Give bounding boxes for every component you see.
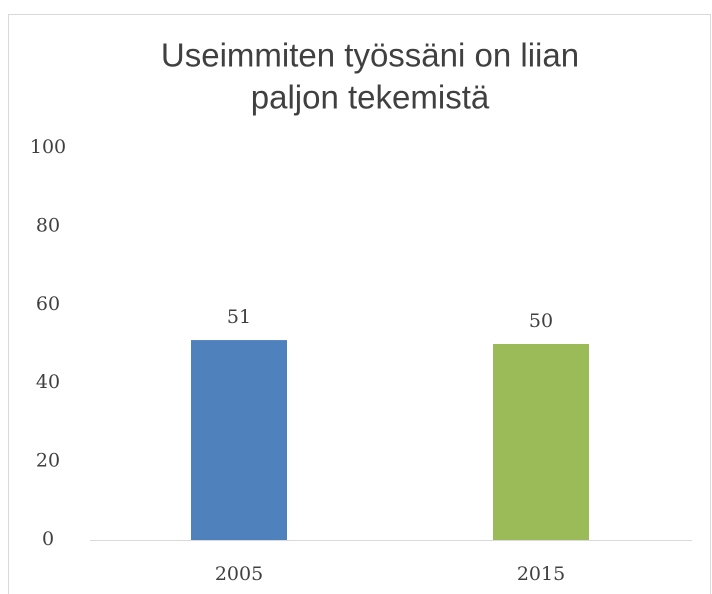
y-tick-label: 0 [42,528,54,550]
y-tick-label: 60 [36,293,60,315]
x-tick-label: 2005 [215,563,263,585]
chart-title: paljon tekemistä [251,79,490,116]
y-tick-label: 100 [30,136,66,158]
y-tick-label: 20 [36,450,60,472]
x-tick-label: 2015 [517,563,565,585]
bar [493,344,589,540]
chart-title: Useimmiten työssäni on liian [161,37,579,74]
data-label: 50 [529,310,553,332]
y-tick-label: 80 [36,214,60,236]
y-tick-label: 40 [36,371,60,393]
bar [191,340,287,540]
chart-frame [8,14,711,594]
data-label: 51 [227,306,251,328]
